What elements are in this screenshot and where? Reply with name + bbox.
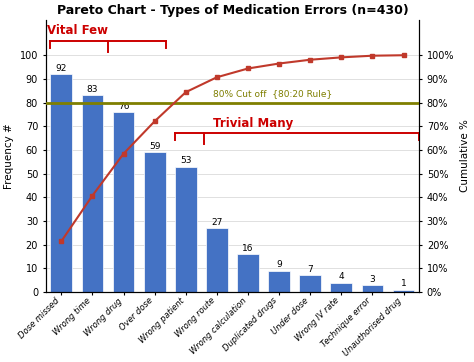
Text: 16: 16 bbox=[242, 244, 254, 253]
Text: Vital Few: Vital Few bbox=[47, 25, 108, 38]
Text: 7: 7 bbox=[307, 265, 313, 274]
Text: 83: 83 bbox=[87, 85, 98, 94]
Bar bbox=[330, 282, 352, 292]
Bar bbox=[237, 254, 259, 292]
Bar bbox=[50, 74, 72, 292]
Bar bbox=[144, 152, 165, 292]
Bar bbox=[175, 167, 197, 292]
Text: Trivial Many: Trivial Many bbox=[213, 117, 293, 130]
Bar bbox=[113, 112, 135, 292]
Text: 27: 27 bbox=[211, 218, 223, 227]
Y-axis label: Cumulative %: Cumulative % bbox=[460, 119, 470, 192]
Bar bbox=[300, 275, 321, 292]
Bar bbox=[392, 290, 414, 292]
Title: Pareto Chart - Types of Medication Errors (n=430): Pareto Chart - Types of Medication Error… bbox=[56, 4, 408, 17]
Text: 53: 53 bbox=[180, 156, 191, 165]
Text: 80% Cut off  {80:20 Rule}: 80% Cut off {80:20 Rule} bbox=[213, 89, 333, 98]
Text: 4: 4 bbox=[338, 272, 344, 281]
Text: 9: 9 bbox=[276, 261, 282, 269]
Text: 92: 92 bbox=[55, 64, 67, 73]
Bar bbox=[82, 96, 103, 292]
Bar bbox=[268, 271, 290, 292]
Text: 76: 76 bbox=[118, 102, 129, 111]
Text: 3: 3 bbox=[370, 275, 375, 284]
Y-axis label: Frequency #: Frequency # bbox=[4, 123, 14, 189]
Text: 1: 1 bbox=[401, 279, 407, 289]
Bar bbox=[206, 228, 228, 292]
Text: 59: 59 bbox=[149, 142, 160, 151]
Bar bbox=[362, 285, 383, 292]
